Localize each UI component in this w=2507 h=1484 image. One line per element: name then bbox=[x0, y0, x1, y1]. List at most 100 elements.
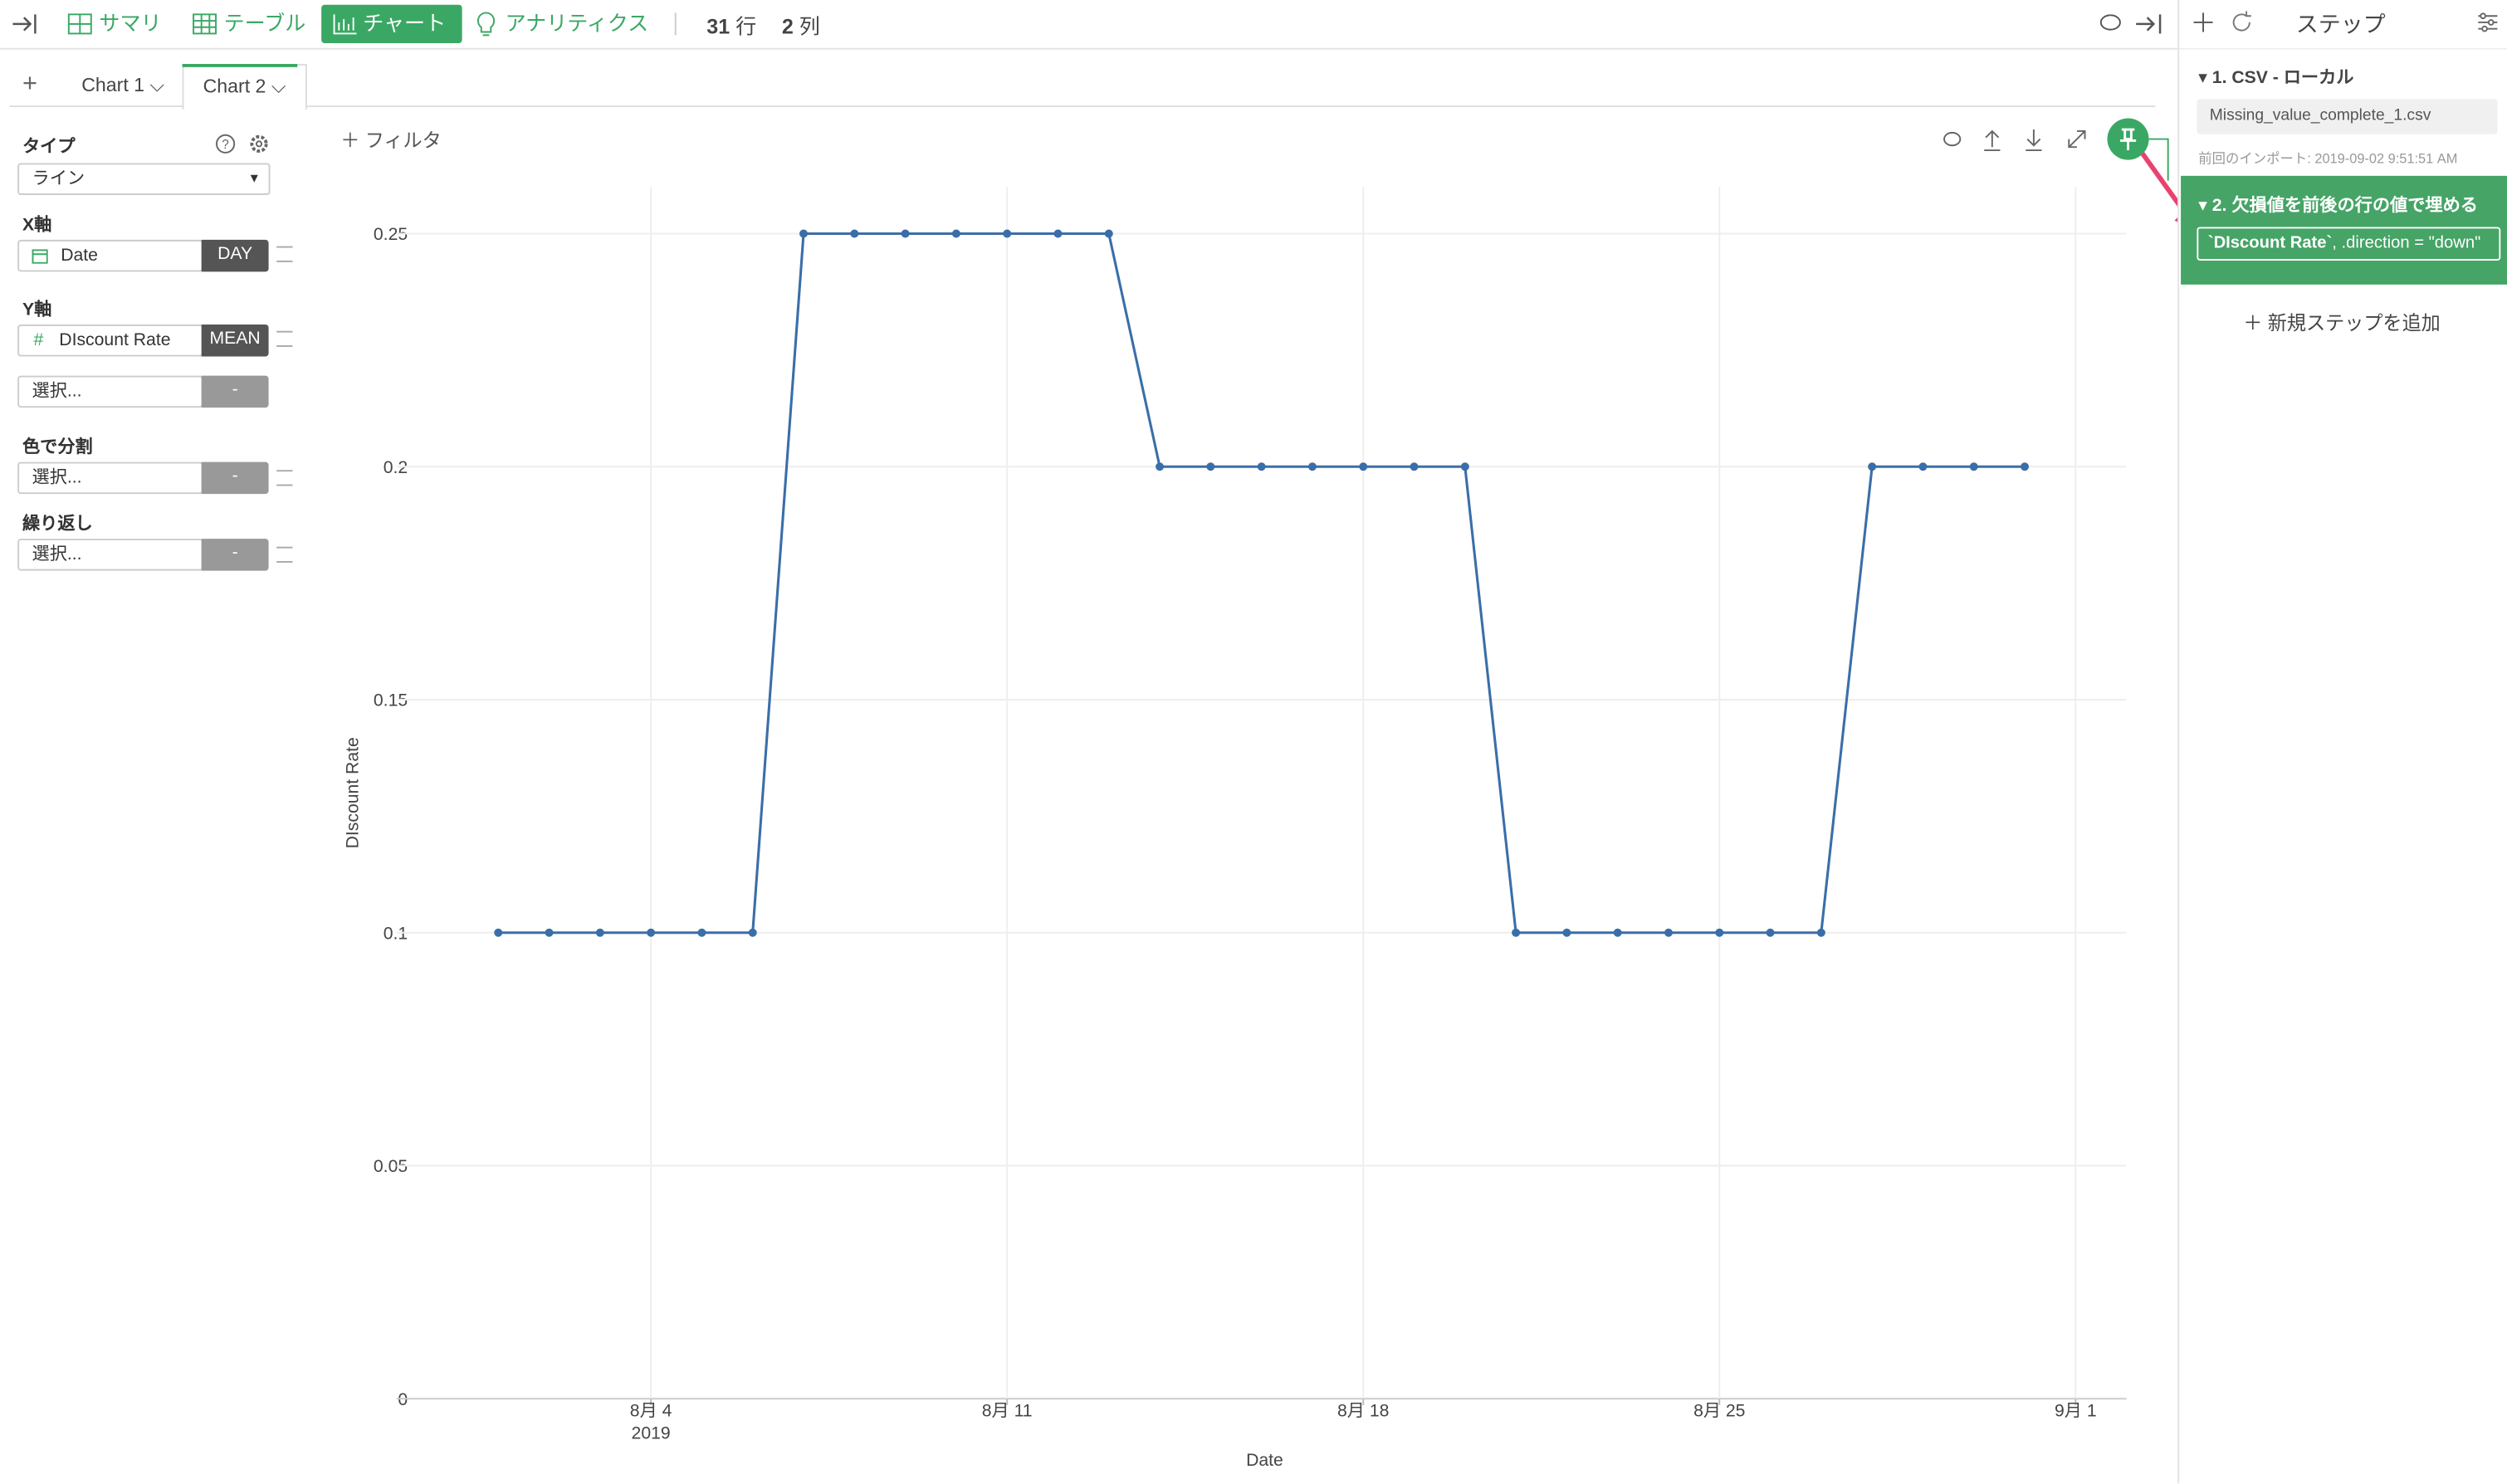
data-point bbox=[1816, 928, 1825, 937]
row-unit: 行 bbox=[735, 14, 757, 39]
chart-tab[interactable]: Chart 1 ⌵ bbox=[81, 73, 164, 96]
type-value: ライン bbox=[32, 169, 86, 189]
color-field[interactable]: 選択... bbox=[17, 461, 203, 495]
step-1[interactable]: ▾ 1. CSV - ローカル bbox=[2198, 68, 2354, 88]
agg-empty[interactable]: - bbox=[201, 461, 269, 495]
data-point bbox=[1918, 462, 1928, 471]
data-point bbox=[697, 928, 706, 937]
col-unit: 列 bbox=[799, 14, 820, 39]
data-point bbox=[1053, 229, 1063, 238]
data-point bbox=[1664, 928, 1673, 937]
data-point bbox=[1206, 462, 1215, 471]
data-point bbox=[2021, 462, 2030, 471]
repeat-label: 繰り返し bbox=[22, 515, 93, 535]
tab-label: アナリティクス bbox=[505, 11, 649, 36]
color-label: 色で分割 bbox=[22, 437, 93, 457]
data-line bbox=[498, 232, 2026, 935]
data-point bbox=[1003, 229, 1012, 238]
steps-settings[interactable] bbox=[2476, 11, 2499, 33]
divider bbox=[674, 12, 677, 36]
data-point bbox=[1512, 928, 1521, 937]
y-tick-label: 0 bbox=[398, 1390, 408, 1409]
step-title: 1. CSV - ローカル bbox=[2211, 68, 2354, 88]
toolbar-icons[interactable] bbox=[2098, 11, 2172, 37]
x-tick-label: 8月 4 bbox=[630, 1401, 672, 1420]
add-chart[interactable]: + bbox=[22, 70, 37, 98]
y-axis-title: DIscount Rate bbox=[343, 737, 362, 848]
tab-table[interactable]: テーブル bbox=[183, 5, 319, 43]
x-label: X軸 bbox=[22, 216, 52, 236]
drag-handle[interactable] bbox=[276, 546, 293, 563]
agg-empty[interactable]: - bbox=[201, 539, 269, 571]
chart-tab-label: Chart 2 bbox=[203, 75, 266, 98]
y-field[interactable]: # DIscount Rate bbox=[17, 324, 203, 357]
filter-button[interactable]: ＋ フィルタ bbox=[340, 129, 442, 152]
data-point bbox=[850, 229, 859, 238]
data-point bbox=[1868, 462, 1877, 471]
tab-label: サマリ bbox=[99, 11, 162, 36]
drag-handle[interactable] bbox=[276, 330, 293, 347]
col-number: 2 bbox=[781, 14, 794, 39]
data-point bbox=[1613, 928, 1622, 937]
data-point bbox=[1104, 229, 1113, 238]
y-tick-label: 0.25 bbox=[374, 225, 408, 244]
data-point bbox=[901, 229, 910, 238]
divider bbox=[2179, 47, 2507, 50]
repeat-field[interactable]: 選択... bbox=[17, 539, 203, 571]
y-field-value: DIscount Rate bbox=[59, 330, 171, 350]
placeholder: 選択... bbox=[32, 468, 82, 488]
drag-handle[interactable] bbox=[276, 470, 293, 486]
step-title: 2. 欠損値を前後の行の値で埋める bbox=[2211, 196, 2478, 217]
row-number: 31 bbox=[706, 14, 731, 39]
tab-analytics[interactable]: アナリティクス bbox=[464, 5, 662, 43]
placeholder: 選択... bbox=[32, 382, 82, 402]
drag-handle[interactable] bbox=[276, 246, 293, 262]
data-point bbox=[1359, 462, 1368, 471]
chart-tab-label: Chart 1 bbox=[81, 73, 145, 96]
data-point bbox=[1766, 928, 1775, 937]
x-tick-label: 8月 18 bbox=[1337, 1401, 1389, 1420]
import-note: 前回のインポート: 2019-09-02 9:51:51 AM bbox=[2198, 150, 2458, 167]
data-point bbox=[1307, 462, 1317, 471]
type-label: タイプ bbox=[22, 137, 76, 157]
y-tick-label: 0.1 bbox=[384, 924, 408, 943]
x-field-value: Date bbox=[61, 246, 98, 266]
y-tick-label: 0.05 bbox=[374, 1157, 408, 1176]
x-agg[interactable]: DAY bbox=[201, 239, 269, 272]
tab-summary[interactable]: サマリ bbox=[57, 5, 174, 43]
code-column: `DIscount Rate` bbox=[2207, 233, 2333, 253]
data-point bbox=[545, 928, 554, 937]
row-count: 31 行 bbox=[706, 10, 756, 41]
step-title-wrap: ▾ 2. 欠損値を前後の行の値で埋める bbox=[2198, 196, 2478, 217]
y-agg[interactable]: MEAN bbox=[201, 324, 269, 357]
tab-label: テーブル bbox=[223, 11, 306, 36]
x-field[interactable]: Date bbox=[17, 239, 203, 272]
data-point bbox=[748, 928, 757, 937]
steps-panel: ステップ ▾ 1. CSV - ローカル Missing_value_compl… bbox=[2177, 0, 2507, 1484]
y-tick-label: 0.2 bbox=[384, 458, 408, 477]
help-settings-icons[interactable]: ? bbox=[214, 131, 271, 157]
collapse-icon[interactable] bbox=[10, 11, 39, 37]
tab-chart[interactable]: チャート bbox=[321, 4, 462, 44]
tabs-border bbox=[9, 105, 2156, 108]
agg-empty[interactable]: - bbox=[201, 375, 269, 408]
data-point bbox=[595, 928, 604, 937]
x-year-label: 2019 bbox=[632, 1423, 671, 1443]
col-count: 2 列 bbox=[782, 10, 820, 41]
step-2[interactable]: ▾ 2. 欠損値を前後の行の値で埋める `DIscount Rate`, .di… bbox=[2181, 175, 2507, 285]
data-point bbox=[1410, 462, 1419, 471]
step-actions[interactable] bbox=[2192, 10, 2256, 36]
step-file: Missing_value_complete_1.csv bbox=[2197, 99, 2498, 134]
chart-tab-active[interactable]: Chart 2 ⌵ bbox=[182, 64, 307, 110]
data-point bbox=[951, 229, 960, 238]
tab-label: チャート bbox=[363, 11, 447, 36]
data-point bbox=[799, 229, 809, 238]
add-step-label: 新規ステップを追加 bbox=[2267, 311, 2441, 334]
x-tick-label: 9月 1 bbox=[2055, 1401, 2097, 1420]
type-select[interactable]: ライン ▼ bbox=[17, 163, 271, 195]
y2-field[interactable]: 選択... bbox=[17, 375, 203, 408]
add-step[interactable]: ＋ 新規ステップを追加 bbox=[2243, 311, 2441, 334]
x-tick-label: 8月 11 bbox=[982, 1401, 1033, 1420]
